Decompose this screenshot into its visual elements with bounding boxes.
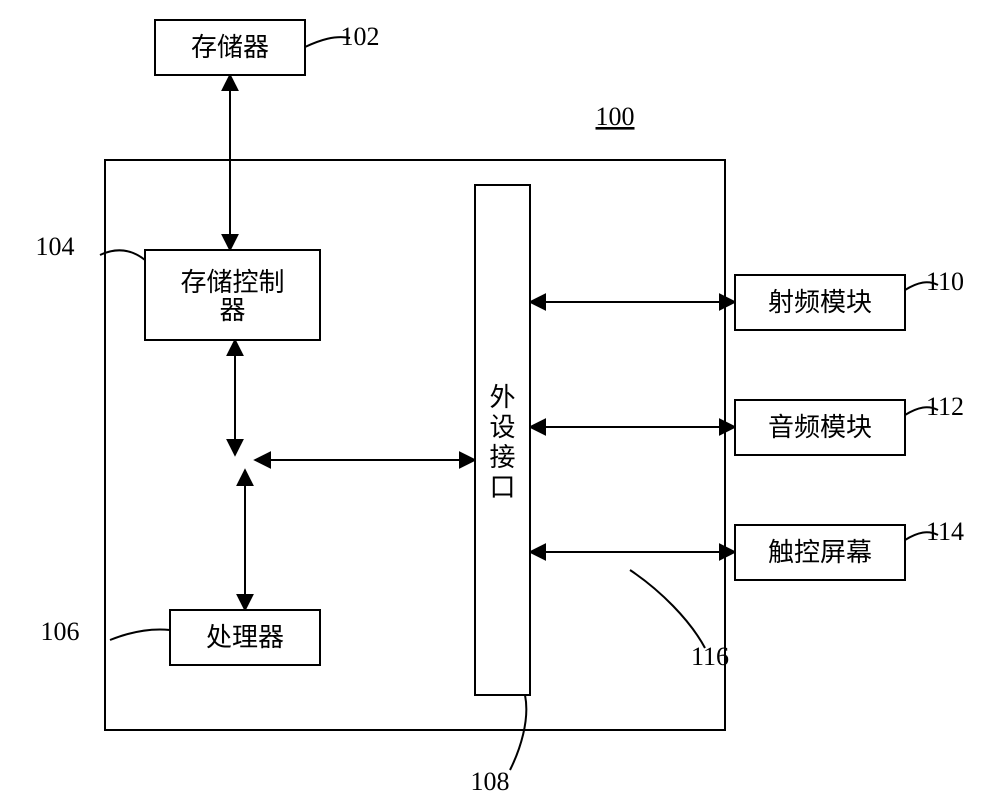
block-periph_if-char-0: 外 bbox=[489, 383, 515, 412]
block-periph_if-char-2: 接 bbox=[489, 443, 515, 472]
block-mem_ctrl-label1: 存储控制 bbox=[180, 268, 284, 297]
block-touch: 触控屏幕 bbox=[735, 525, 905, 580]
block-processor-label: 处理器 bbox=[206, 623, 284, 652]
ref-r102: 102 bbox=[341, 22, 380, 51]
block-audio-label: 音频模块 bbox=[768, 413, 872, 442]
leader-l116 bbox=[630, 570, 705, 648]
ref-r108: 108 bbox=[471, 767, 510, 796]
ref-r100: 100 bbox=[596, 102, 635, 131]
block-periph_if-char-1: 设 bbox=[489, 413, 515, 442]
ref-r104: 104 bbox=[36, 232, 75, 261]
ref-r114: 114 bbox=[926, 517, 964, 546]
block-periph_if-char-3: 口 bbox=[489, 473, 515, 502]
ref-r112: 112 bbox=[926, 392, 964, 421]
ref-r106: 106 bbox=[41, 617, 80, 646]
block-rf-label: 射频模块 bbox=[768, 288, 872, 317]
block-processor: 处理器 bbox=[170, 610, 320, 665]
block-diagram: 存储器存储控制器处理器 外设接口 射频模块音频模块触控屏幕 100 102 104 106… bbox=[0, 0, 1000, 811]
leader-l104 bbox=[100, 250, 145, 260]
block-memory-label: 存储器 bbox=[191, 33, 269, 62]
block-mem_ctrl: 存储控制器 bbox=[145, 250, 320, 340]
block-rf: 射频模块 bbox=[735, 275, 905, 330]
leader-l106 bbox=[110, 629, 170, 640]
block-mem_ctrl-label2: 器 bbox=[219, 296, 245, 325]
block-audio: 音频模块 bbox=[735, 400, 905, 455]
block-periph_if: 外设接口 bbox=[475, 185, 530, 695]
ref-r110: 110 bbox=[926, 267, 964, 296]
leader-l108 bbox=[510, 695, 526, 770]
block-touch-label: 触控屏幕 bbox=[768, 538, 872, 567]
ref-r116: 116 bbox=[691, 642, 729, 671]
block-memory: 存储器 bbox=[155, 20, 305, 75]
